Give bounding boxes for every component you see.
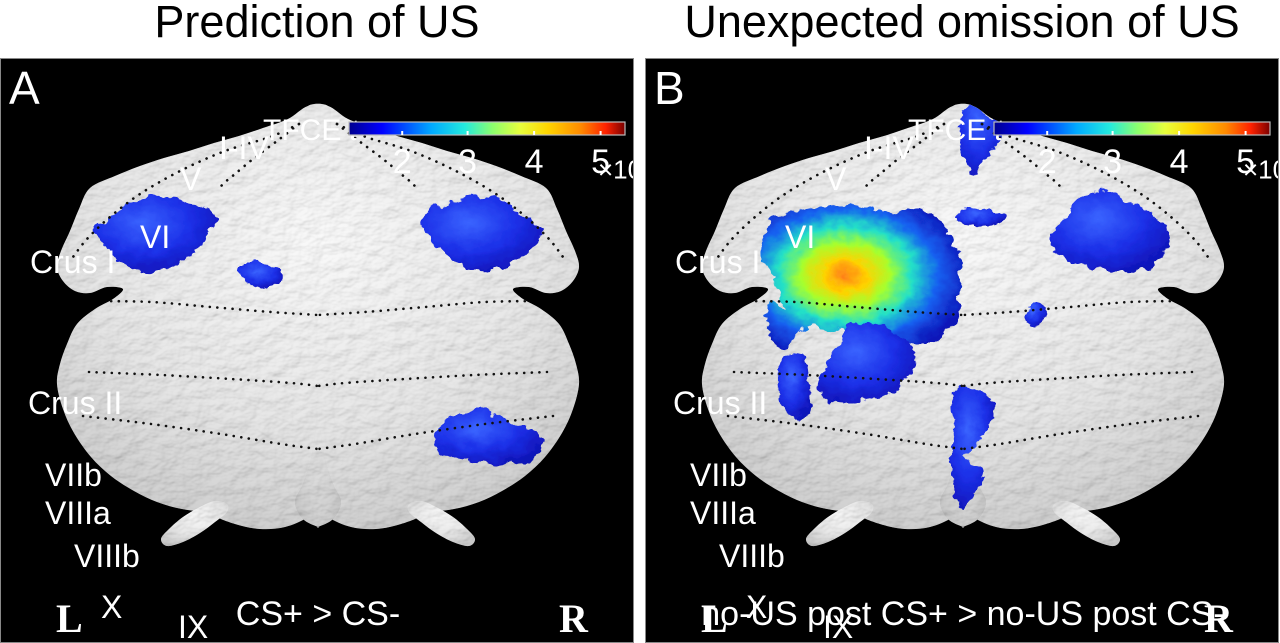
svg-text:3: 3 <box>458 143 477 181</box>
svg-text:4: 4 <box>525 143 544 181</box>
svg-text:4: 4 <box>1170 143 1189 181</box>
svg-text:2: 2 <box>393 143 412 181</box>
svg-text:2: 2 <box>1038 143 1057 181</box>
svg-text:3: 3 <box>1103 143 1122 181</box>
